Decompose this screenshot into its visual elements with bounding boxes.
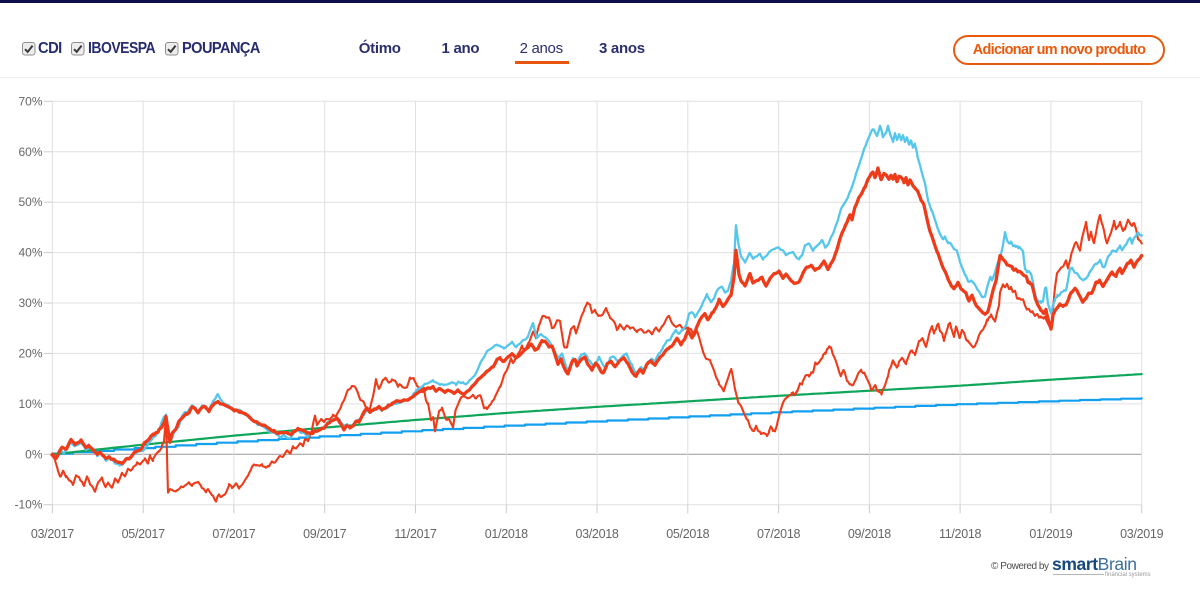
svg-text:0%: 0%	[25, 447, 43, 461]
svg-text:05/2017: 05/2017	[122, 527, 165, 541]
svg-text:50%: 50%	[18, 195, 42, 209]
svg-text:09/2017: 09/2017	[303, 527, 346, 541]
svg-text:30%: 30%	[18, 296, 42, 310]
svg-text:11/2018: 11/2018	[939, 527, 982, 541]
svg-text:40%: 40%	[18, 246, 42, 260]
svg-text:70%: 70%	[18, 94, 42, 108]
svg-text:11/2017: 11/2017	[394, 527, 437, 541]
svg-text:01/2019: 01/2019	[1029, 527, 1072, 541]
svg-text:60%: 60%	[18, 145, 42, 159]
svg-text:20%: 20%	[18, 346, 42, 360]
svg-text:03/2017: 03/2017	[31, 527, 74, 541]
svg-text:07/2018: 07/2018	[757, 527, 800, 541]
svg-text:05/2018: 05/2018	[666, 527, 709, 541]
svg-text:01/2018: 01/2018	[485, 527, 528, 541]
svg-text:03/2019: 03/2019	[1120, 527, 1163, 541]
svg-text:07/2017: 07/2017	[212, 527, 255, 541]
svg-text:10%: 10%	[18, 397, 42, 411]
svg-text:03/2018: 03/2018	[575, 527, 618, 541]
svg-text:09/2018: 09/2018	[848, 527, 891, 541]
svg-text:-10%: -10%	[14, 498, 42, 512]
